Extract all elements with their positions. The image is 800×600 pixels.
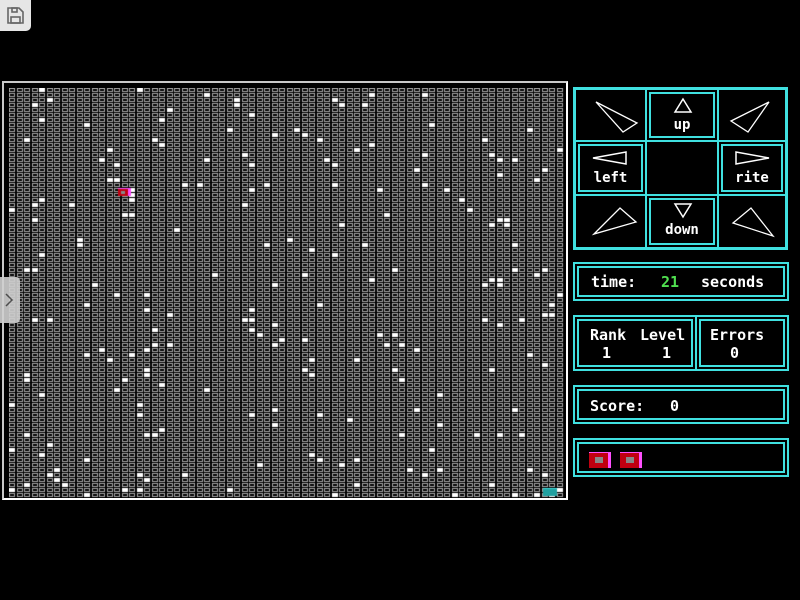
life-token — [589, 452, 611, 468]
time-panel: time: 21 seconds — [573, 262, 789, 301]
direction-pad: up left rite down — [573, 87, 788, 250]
time-label: time: — [591, 273, 637, 291]
up-label: up — [673, 117, 691, 133]
rite-label: rite — [735, 170, 769, 186]
left-button[interactable]: left — [575, 141, 646, 195]
down-label: down — [665, 222, 699, 238]
game-board[interactable] — [2, 81, 568, 500]
time-unit: seconds — [701, 273, 765, 291]
arrow-up-left-icon — [595, 101, 639, 133]
score-panel: Score: 0 — [573, 385, 789, 424]
arrow-up-icon — [673, 97, 693, 113]
errors-value: 0 — [730, 344, 740, 362]
down-right-button[interactable] — [718, 195, 786, 248]
errors-panel: Errors 0 — [695, 315, 789, 371]
left-label: left — [593, 170, 628, 186]
rite-button[interactable]: rite — [718, 141, 786, 195]
floppy-disk-icon — [7, 7, 24, 24]
arrow-left-icon — [592, 151, 627, 165]
errors-label: Errors — [710, 326, 765, 344]
lives-panel — [573, 438, 789, 477]
rank-label: Rank — [590, 326, 627, 344]
level-label: Level — [640, 326, 686, 344]
save-button[interactable] — [0, 0, 31, 31]
maze-grid[interactable] — [9, 88, 565, 498]
down-button[interactable]: down — [646, 195, 718, 248]
arrow-down-icon — [673, 203, 693, 219]
arrow-right-icon — [735, 151, 770, 165]
up-button[interactable]: up — [646, 89, 718, 141]
up-left-button[interactable] — [575, 89, 646, 141]
center-cell — [646, 141, 718, 195]
rank-value: 1 — [602, 344, 612, 362]
life-token — [620, 452, 642, 468]
side-panel-toggle[interactable] — [0, 277, 20, 323]
arrow-down-right-icon — [731, 207, 775, 238]
score-label: Score: — [590, 397, 645, 415]
rank-level-panel: Rank Level 1 1 — [573, 315, 697, 371]
level-value: 1 — [662, 344, 672, 362]
arrow-down-left-icon — [591, 207, 638, 236]
score-value: 0 — [670, 397, 680, 415]
chevron-right-icon — [5, 293, 14, 307]
up-right-button[interactable] — [718, 89, 786, 141]
arrow-up-right-icon — [729, 101, 770, 133]
time-value: 21 — [661, 273, 680, 291]
down-left-button[interactable] — [575, 195, 646, 248]
